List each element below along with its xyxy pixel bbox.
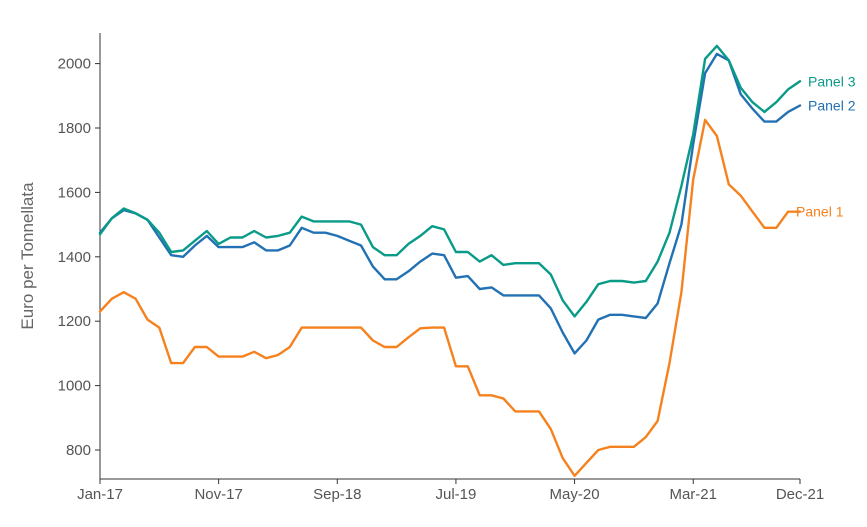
x-tick-label: Jul-19 [436, 486, 477, 503]
x-axis: Jan-17 Nov-17 Sep-18 Jul-19 May-20 Mar-21 Dec-… [77, 478, 824, 503]
series-labels: Panel 1 Panel 2 Panel 3 [796, 73, 856, 219]
series-label-panel-3: Panel 3 [808, 73, 856, 89]
x-tick-label: Dec-21 [776, 486, 824, 503]
series-line-panel-2 [98, 52, 802, 355]
y-tick-label: 1000 [58, 378, 91, 395]
series-line-panel-1 [98, 118, 802, 477]
y-tick-label: 1800 [58, 120, 91, 137]
series-label-panel-1: Panel 1 [796, 204, 844, 220]
y-tick-label: 1400 [58, 249, 91, 266]
y-axis-title: Euro per Tonnellata [18, 182, 37, 330]
y-axis: 800 1000 1200 1400 1600 1800 2000 [58, 33, 101, 479]
x-tick-label: Mar-21 [669, 486, 717, 503]
x-tick-label: Sep-18 [313, 486, 361, 503]
x-tick-label: May-20 [550, 486, 600, 503]
x-tick-label: Nov-17 [194, 486, 242, 503]
series-label-panel-2: Panel 2 [808, 97, 856, 113]
series-line-panel-3 [98, 44, 802, 318]
y-tick-label: 1600 [58, 184, 91, 201]
y-tick-label: 2000 [58, 56, 91, 73]
x-tick-label: Jan-17 [77, 486, 123, 503]
y-tick-label: 1200 [58, 313, 91, 330]
series-layer [98, 44, 802, 477]
y-tick-label: 800 [66, 442, 91, 459]
